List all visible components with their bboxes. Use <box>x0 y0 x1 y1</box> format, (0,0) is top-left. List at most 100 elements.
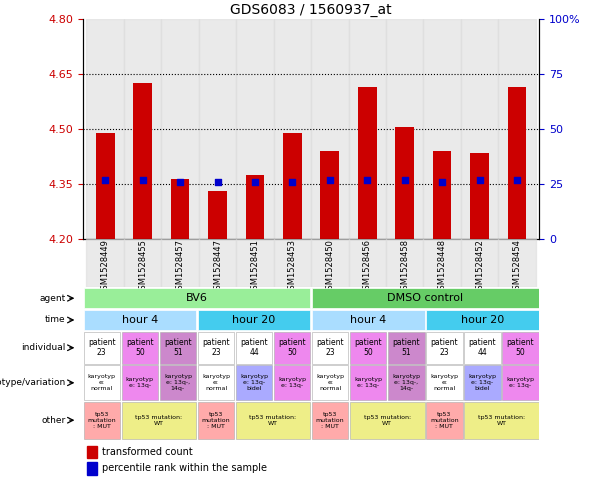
Bar <box>312 402 348 439</box>
Bar <box>349 19 386 239</box>
Bar <box>208 191 227 239</box>
Text: agent: agent <box>39 294 66 303</box>
Text: karyotyp
e: 13q-: karyotyp e: 13q- <box>278 377 306 388</box>
Bar <box>83 402 120 439</box>
Bar <box>350 331 386 364</box>
Text: karyotyp
e: 13q-,
14q-: karyotyp e: 13q-, 14q- <box>392 374 421 391</box>
Text: karyotyp
e: 13q-: karyotyp e: 13q- <box>506 377 535 388</box>
Bar <box>197 310 310 330</box>
Text: karyotyp
e:
normal: karyotyp e: normal <box>430 374 459 391</box>
Bar <box>273 239 311 287</box>
Text: other: other <box>41 416 66 425</box>
Bar <box>321 151 339 239</box>
Bar <box>312 288 539 308</box>
Bar <box>236 365 272 400</box>
Bar <box>121 331 158 364</box>
Text: tp53
mutation
: MUT: tp53 mutation : MUT <box>430 412 459 428</box>
Text: tp53 mutation:
WT: tp53 mutation: WT <box>364 415 411 426</box>
Point <box>362 177 372 185</box>
Bar <box>83 331 120 364</box>
Bar <box>350 365 386 400</box>
Bar <box>83 288 310 308</box>
Text: patient
51: patient 51 <box>392 338 420 357</box>
Bar <box>502 331 539 364</box>
Bar <box>426 402 463 439</box>
Text: hour 20: hour 20 <box>232 315 276 325</box>
Text: GSM1528449: GSM1528449 <box>101 239 110 295</box>
Text: karyotyp
e:
normal: karyotyp e: normal <box>88 374 116 391</box>
Bar <box>197 365 234 400</box>
Bar <box>96 133 115 239</box>
Bar <box>83 365 120 400</box>
Bar <box>246 175 264 239</box>
Bar <box>121 402 196 439</box>
Text: BV6: BV6 <box>186 293 208 303</box>
Bar <box>312 310 425 330</box>
Bar <box>470 153 489 239</box>
Text: patient
50: patient 50 <box>278 338 306 357</box>
Bar <box>426 310 539 330</box>
Text: patient
44: patient 44 <box>240 338 268 357</box>
Bar <box>424 239 461 287</box>
Point <box>512 177 522 185</box>
Bar <box>502 365 539 400</box>
Bar <box>236 19 273 239</box>
Text: patient
50: patient 50 <box>506 338 534 357</box>
Bar <box>133 84 152 239</box>
Bar <box>395 128 414 239</box>
Bar <box>426 331 463 364</box>
Text: GSM1528456: GSM1528456 <box>363 239 371 295</box>
Text: patient
50: patient 50 <box>126 338 154 357</box>
Bar <box>424 19 461 239</box>
Text: GSM1528450: GSM1528450 <box>326 239 334 295</box>
Bar <box>498 19 536 239</box>
Bar <box>386 239 424 287</box>
Point <box>325 177 335 185</box>
Text: karyotyp
e:
normal: karyotyp e: normal <box>316 374 344 391</box>
Text: patient
23: patient 23 <box>202 338 230 357</box>
Text: GSM1528455: GSM1528455 <box>138 239 147 295</box>
Text: tp53 mutation:
WT: tp53 mutation: WT <box>135 415 183 426</box>
Point <box>250 178 260 186</box>
Bar <box>350 402 425 439</box>
Point <box>101 177 110 185</box>
Text: individual: individual <box>21 343 66 352</box>
Bar <box>461 19 498 239</box>
Text: GSM1528452: GSM1528452 <box>475 239 484 295</box>
Bar <box>433 151 451 239</box>
Bar <box>83 310 196 330</box>
Bar <box>508 87 527 239</box>
Bar <box>121 365 158 400</box>
Text: tp53
mutation
: MUT: tp53 mutation : MUT <box>316 412 345 428</box>
Text: patient
23: patient 23 <box>316 338 344 357</box>
Bar <box>386 19 424 239</box>
Text: tp53 mutation:
WT: tp53 mutation: WT <box>249 415 297 426</box>
Bar <box>274 331 310 364</box>
Bar <box>464 402 539 439</box>
Bar <box>464 365 501 400</box>
Bar <box>311 19 349 239</box>
Bar <box>87 462 97 474</box>
Bar <box>274 365 310 400</box>
Bar <box>273 19 311 239</box>
Text: GSM1528447: GSM1528447 <box>213 239 222 295</box>
Text: patient
23: patient 23 <box>430 338 458 357</box>
Bar <box>388 331 425 364</box>
Text: tp53
mutation
: MUT: tp53 mutation : MUT <box>88 412 116 428</box>
Title: GDS6083 / 1560937_at: GDS6083 / 1560937_at <box>230 3 392 17</box>
Bar <box>312 365 348 400</box>
Text: GSM1528457: GSM1528457 <box>175 239 185 295</box>
Bar <box>464 331 501 364</box>
Text: GSM1528454: GSM1528454 <box>512 239 522 295</box>
Point <box>437 178 447 186</box>
Text: DMSO control: DMSO control <box>387 293 463 303</box>
Text: patient
23: patient 23 <box>88 338 116 357</box>
Bar <box>461 239 498 287</box>
Text: GSM1528458: GSM1528458 <box>400 239 409 295</box>
Text: karyotyp
e: 13q-
bidel: karyotyp e: 13q- bidel <box>240 374 268 391</box>
Bar <box>349 239 386 287</box>
Text: time: time <box>45 315 66 325</box>
Text: karyotyp
e: 13q-: karyotyp e: 13q- <box>354 377 382 388</box>
Bar <box>312 331 348 364</box>
Bar <box>311 239 349 287</box>
